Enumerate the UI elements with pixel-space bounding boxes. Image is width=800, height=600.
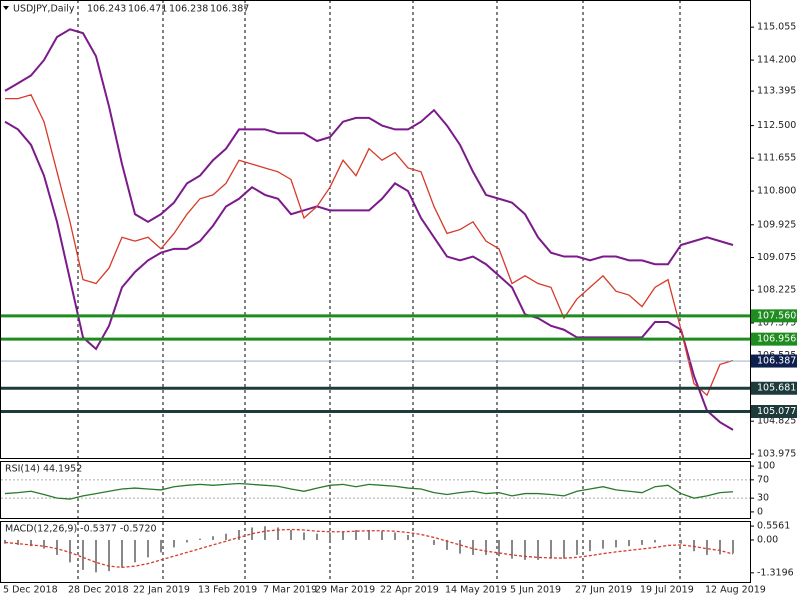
y-tick-label: 109.925 <box>757 219 796 230</box>
y-tick-label: -1.3196 <box>757 567 794 578</box>
y-tick-label: 30 <box>757 493 769 504</box>
period-separators <box>77 0 681 582</box>
level-label: 105.681 <box>757 383 796 394</box>
x-tick-label: 22 Jan 2019 <box>133 585 190 596</box>
x-tick-label: 14 May 2019 <box>445 585 507 596</box>
y-tick-label: 111.655 <box>757 153 796 164</box>
level-label-box <box>751 309 797 323</box>
symbol-title: USDJPY,Daily <box>13 4 75 15</box>
y-tick-label: 109.075 <box>757 252 796 263</box>
y-tick-label: 107.375 <box>757 317 796 328</box>
y-tick-label: 103.975 <box>757 448 796 459</box>
x-tick-label: 29 Mar 2019 <box>315 585 375 596</box>
close: 106.387 <box>210 4 249 15</box>
level-label-box <box>751 405 797 419</box>
x-tick-label: 13 Feb 2019 <box>198 585 257 596</box>
low: 106.238 <box>169 4 208 15</box>
x-tick-label: 5 Dec 2018 <box>3 585 58 596</box>
y-tick-label: 114.200 <box>757 55 796 66</box>
level-label-box <box>751 381 797 395</box>
y-tick-label: 104.825 <box>757 416 796 427</box>
high: 106.471 <box>128 4 167 15</box>
x-tick-label: 19 Jul 2019 <box>640 585 694 596</box>
x-tick-label: 7 Mar 2019 <box>263 585 317 596</box>
series-line <box>4 120 734 431</box>
y-tick-label: 112.500 <box>757 120 796 131</box>
x-tick-label: 27 Jun 2019 <box>575 585 632 596</box>
open: 106.243 <box>87 4 126 15</box>
x-tick-label: 12 Aug 2019 <box>705 585 766 596</box>
y-tick-label: 0.5561 <box>757 521 790 532</box>
level-label: 106.956 <box>757 334 796 345</box>
level-label: 105.077 <box>757 406 796 417</box>
price-label: 106.387 <box>757 356 796 367</box>
menu-arrow <box>3 6 9 10</box>
series-line <box>5 93 734 397</box>
price-label-box <box>751 354 797 368</box>
x-tick-label: 22 Apr 2019 <box>380 585 439 596</box>
y-tick-label: 0.00 <box>757 534 778 545</box>
series-line <box>4 528 734 569</box>
series-line <box>4 482 734 500</box>
y-tick-label: 115.055 <box>757 22 796 33</box>
y-tick-label: 0 <box>757 506 763 517</box>
y-tick-label: 100 <box>757 461 775 472</box>
macd-title: MACD(12,26,9) -0.5377 -0.5720 <box>5 524 157 535</box>
y-tick-label: 110.800 <box>757 186 796 197</box>
x-tick-label: 5 Jun 2019 <box>510 585 561 596</box>
y-tick-label: 70 <box>757 474 769 485</box>
rsi-title: RSI(14) 44.1952 <box>5 464 82 475</box>
y-tick-label: 113.395 <box>757 86 796 97</box>
series-line <box>4 28 734 266</box>
level-label-box <box>751 332 797 346</box>
y-tick-label: 108.225 <box>757 285 796 296</box>
panel-frames <box>0 0 751 583</box>
level-label: 107.560 <box>757 310 796 321</box>
x-tick-label: 28 Dec 2018 <box>68 585 129 596</box>
